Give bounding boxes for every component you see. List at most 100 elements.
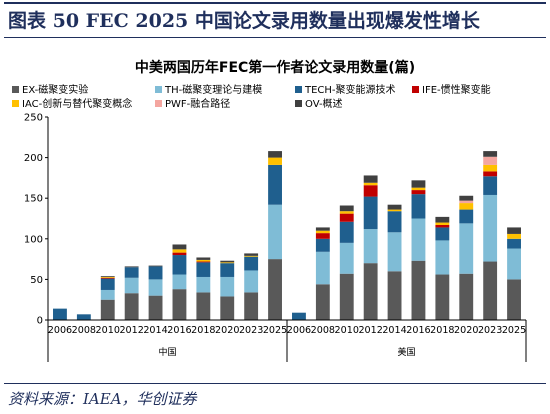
- bar-segment-0-2016-s1: [172, 274, 187, 290]
- bar-segment-1-2018-s3: [435, 225, 450, 228]
- bar-segment-1-2020-s6: [459, 195, 474, 201]
- bar-segment-0-2020-s6: [220, 260, 235, 263]
- y-tick-label: 250: [24, 113, 43, 124]
- x-tick-label: 2016: [406, 325, 430, 336]
- bar-segment-1-2016-s1: [411, 218, 426, 261]
- x-tick-label: 2006: [287, 325, 311, 336]
- bar-segment-1-2023-s1: [483, 194, 498, 262]
- legend-item-pwf: PWF-融合路径: [155, 95, 230, 110]
- x-tick-label: 2020: [215, 325, 239, 336]
- bar-segment-1-2020-s4: [459, 203, 474, 210]
- group-label: 美国: [397, 346, 415, 358]
- bar-segment-1-2025-s2: [507, 238, 521, 249]
- bar-segment-1-2012-s1: [363, 229, 378, 264]
- bar-segment-1-2010-s0: [339, 273, 354, 320]
- bar-segment-0-2010-s0: [100, 299, 115, 320]
- bar-segment-0-2008-s2: [76, 314, 91, 320]
- y-tick-label: 100: [24, 234, 43, 245]
- group-label: 中国: [158, 346, 176, 358]
- y-axis: 0 50 100 150 200 250: [24, 113, 49, 327]
- legend-label-tech: TECH-聚变能源技术: [305, 85, 396, 96]
- bar-segment-1-2023-s5: [483, 156, 498, 165]
- bar-segment-0-2012-s6: [124, 266, 139, 268]
- x-tick-label: 2016: [167, 325, 191, 336]
- bar-segment-1-2016-s3: [411, 190, 426, 195]
- bar-segment-0-2012-s1: [124, 277, 139, 294]
- bar-segment-1-2008-s0: [315, 284, 330, 320]
- bar-segment-1-2012-s6: [363, 175, 378, 183]
- bar-segment-0-2025-s6: [268, 151, 282, 158]
- bar-segment-0-2020-s1: [220, 276, 235, 297]
- bar-segment-0-2025-s2: [268, 164, 282, 205]
- bar-segment-1-2020-s0: [459, 273, 474, 320]
- x-tick-label: 2023: [239, 325, 263, 336]
- bar-segment-1-2008-s2: [315, 238, 330, 252]
- bar-segment-1-2010-s2: [339, 221, 354, 243]
- bar-segment-0-2014-s6: [148, 265, 163, 267]
- bar-segment-1-2025-s6: [507, 227, 521, 234]
- x-tick-label: 2014: [143, 325, 167, 336]
- x-tick-label: 2010: [335, 325, 359, 336]
- y-tick-label: 50: [30, 275, 43, 286]
- bottom-rule: [4, 383, 546, 384]
- legend-label-ov: OV-概述: [305, 99, 343, 110]
- x-tick-label: 2008: [311, 325, 335, 336]
- bar-segment-1-2014-s4: [387, 209, 402, 212]
- bar-segment-1-2010-s6: [339, 205, 354, 212]
- bar-segment-0-2023-s6: [244, 253, 259, 256]
- bar-segment-0-2023-s1: [244, 270, 259, 293]
- bar-segment-0-2010-s6: [100, 276, 115, 277]
- legend-swatch-ov: [295, 100, 302, 107]
- legend-swatch-tech: [295, 86, 302, 93]
- bar-segment-1-2010-s4: [339, 211, 354, 214]
- top-rule: [4, 2, 546, 4]
- bar-segment-0-2014-s1: [148, 279, 163, 296]
- bar-segment-1-2018-s1: [435, 240, 450, 275]
- bar-area: [53, 151, 521, 320]
- x-tick-label: 2018: [430, 325, 454, 336]
- bar-segment-1-2008-s1: [315, 251, 330, 285]
- x-tick-label: 2006: [48, 325, 72, 336]
- x-tick-label: 2023: [478, 325, 502, 336]
- bar-segment-0-2023-s2: [244, 256, 259, 271]
- bar-segment-0-2014-s2: [148, 266, 163, 280]
- x-tick-label: 2012: [358, 325, 382, 336]
- y-tick-label: 0: [37, 316, 43, 327]
- chart-title: 中美两国历年FEC第一作者论文录用数量(篇): [134, 60, 416, 76]
- bar-segment-1-2014-s2: [387, 211, 402, 233]
- bar-segment-0-2014-s0: [148, 295, 163, 320]
- bar-segment-0-2025-s0: [268, 259, 282, 320]
- legend-item-iac: IAC-创新与替代聚变概念: [12, 95, 132, 110]
- bar-segment-0-2016-s4: [172, 249, 187, 253]
- bar-segment-1-2014-s1: [387, 232, 402, 272]
- legend-label-pwf: PWF-融合路径: [165, 99, 231, 110]
- x-tick-label: 2020: [454, 325, 478, 336]
- bar-segment-0-2010-s4: [100, 276, 115, 278]
- bar-segment-1-2018-s2: [435, 227, 450, 241]
- x-tick-label: 2008: [72, 325, 96, 336]
- bar-segment-1-2018-s6: [435, 216, 450, 223]
- source-note: 资料来源：IAEA，华创证券: [8, 390, 197, 408]
- bar-segment-0-2018-s4: [196, 259, 211, 262]
- bar-segment-0-2016-s2: [172, 255, 187, 275]
- bar-segment-1-2016-s6: [411, 180, 426, 188]
- bar-segment-1-2016-s4: [411, 187, 426, 191]
- bar-segment-1-2012-s0: [363, 263, 378, 320]
- legend-swatch-ex: [12, 86, 19, 93]
- x-tick-label: 2012: [119, 325, 143, 336]
- bar-segment-1-2012-s2: [363, 196, 378, 230]
- x-tick-label: 2025: [502, 325, 526, 336]
- bar-segment-0-2018-s1: [196, 276, 211, 293]
- bar-segment-1-2014-s0: [387, 271, 402, 320]
- bar-segment-0-2018-s6: [196, 257, 211, 260]
- y-tick-label: 150: [24, 194, 43, 205]
- legend-swatch-iac: [12, 100, 19, 107]
- bar-segment-1-2023-s2: [483, 176, 498, 195]
- bar-segment-0-2020-s0: [220, 296, 235, 320]
- bar-segment-0-2010-s2: [100, 278, 115, 290]
- bar-segment-1-2012-s3: [363, 185, 378, 197]
- bar-segment-1-2006-s2: [292, 312, 306, 320]
- legend-swatch-ife: [412, 86, 419, 93]
- x-tick-label: 2014: [382, 325, 406, 336]
